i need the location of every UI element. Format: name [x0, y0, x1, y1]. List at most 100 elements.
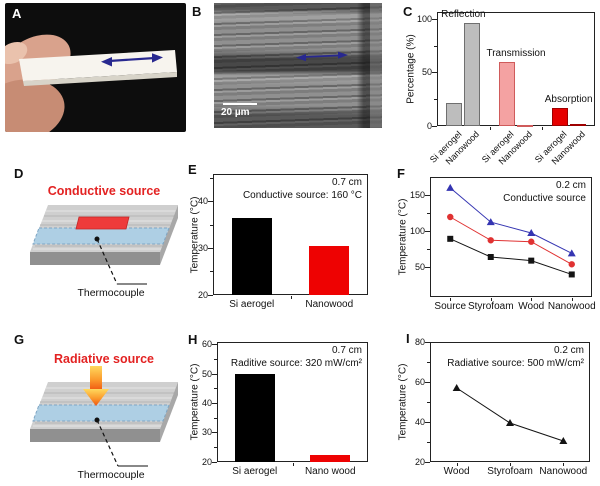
y-tick-label: 20 — [201, 456, 212, 467]
y-minor-tick — [434, 45, 437, 47]
y-tick-label: 30 — [201, 427, 212, 438]
square-marker — [447, 235, 454, 242]
y-tick — [208, 294, 213, 296]
x-category-label: Nanowood — [305, 299, 354, 310]
panel-b-label: B — [192, 4, 202, 19]
y-tick-label: 150 — [409, 189, 425, 200]
bar-group-label: Absorption — [544, 93, 593, 105]
circle-marker — [568, 261, 575, 268]
thermocouple-callout: Thermocouple — [77, 469, 145, 481]
thermocouple-callout: Thermocouple — [77, 287, 145, 299]
callout-dashed-line — [96, 419, 119, 467]
radiation-arrow-icon — [83, 366, 109, 406]
series-line — [456, 387, 564, 442]
y-axis-label: Temperature (°C) — [189, 196, 201, 273]
x-tick — [531, 298, 533, 301]
triangle-marker — [527, 229, 536, 236]
bar — [569, 123, 586, 126]
panel-i-chart: 20 40 60 80 Temperature (°C) Wood Styrofoam Nan… — [390, 330, 600, 486]
y-tick — [208, 201, 213, 203]
triangle-marker — [506, 419, 514, 426]
y-tick-label: 60 — [201, 339, 212, 350]
y-tick — [425, 231, 430, 233]
x-category-label: Wood — [443, 466, 470, 477]
y-tick-label: 50 — [421, 67, 432, 78]
bar — [499, 62, 515, 126]
bar-group-label: Transmission — [486, 48, 546, 60]
y-axis-label: Percentage (%) — [405, 34, 417, 104]
bar — [517, 124, 533, 127]
y-tick-label: 100 — [409, 226, 425, 237]
y-tick — [432, 72, 437, 74]
panel-g-schematic: G Radiative source — [0, 330, 182, 486]
panel-a-photo: A — [5, 3, 186, 132]
line-series-layer — [452, 384, 568, 444]
y-minor-tick — [427, 212, 430, 214]
x-category-label: Nano wood — [304, 466, 356, 477]
annotation-line: 0.7 cm — [331, 177, 362, 188]
y-tick — [212, 461, 217, 463]
y-tick — [425, 461, 430, 463]
bar — [310, 454, 351, 462]
panel-f-label: F — [397, 166, 405, 181]
bar — [231, 218, 272, 295]
bar-group-label: Reflection — [441, 8, 486, 20]
y-tick-label: 20 — [414, 456, 425, 467]
y-tick — [425, 194, 430, 196]
annotation-line: Conductive source: 160 °C — [242, 189, 362, 201]
y-tick — [425, 267, 430, 269]
y-minor-tick — [214, 388, 217, 390]
triangle-marker — [446, 183, 455, 191]
annotation-line: 0.7 cm — [331, 345, 362, 356]
x-tick — [450, 298, 452, 301]
panel-g-label: G — [14, 332, 25, 347]
triangle-marker — [559, 437, 568, 444]
radiative-source-title: Radiative source — [53, 352, 155, 366]
y-tick — [212, 402, 217, 404]
aerogel-strip-edge — [23, 72, 177, 86]
panel-e-label: E — [188, 162, 197, 177]
panel-c-label: C — [403, 4, 413, 19]
y-tick-label: 30 — [197, 242, 208, 253]
conductive-source-title: Conductive source — [47, 184, 161, 198]
annotation-line: 0.2 cm — [555, 180, 586, 191]
plot-frame — [430, 342, 590, 462]
panel-b-sem-image: 20 µm — [214, 3, 382, 128]
aerogel-strip — [19, 50, 177, 81]
x-category-label: Styrofoam — [467, 301, 514, 312]
y-minor-tick — [214, 359, 217, 361]
panel-i-label: I — [406, 331, 410, 346]
conductive-schematic-graphic — [30, 205, 178, 285]
chart-annotations: 0.2 cm Conductive source — [432, 180, 586, 205]
measurement-band — [32, 404, 170, 422]
circle-marker — [487, 237, 494, 244]
sem-overlay-graphic — [296, 51, 348, 62]
x-category-label: Source — [434, 301, 467, 312]
y-minor-tick — [210, 224, 213, 226]
panel-h-label: H — [188, 332, 198, 347]
x-category-label: Styrofoam — [487, 466, 533, 477]
y-tick — [432, 18, 437, 20]
scale-bar-text: 20 µm — [221, 107, 250, 118]
series-line — [450, 216, 572, 265]
x-tick — [292, 463, 294, 466]
measurement-band — [32, 227, 170, 245]
sample-photo-graphic — [5, 34, 177, 132]
chart-annotations: 0.2 cm Radiative source: 500 mW/cm² — [432, 345, 584, 370]
y-tick — [425, 381, 430, 383]
y-tick — [212, 344, 217, 346]
y-minor-tick — [427, 249, 430, 251]
circle-marker — [447, 213, 454, 221]
plot-frame — [430, 177, 592, 297]
panel-d-schematic: D Conductive source Thermocouple — [0, 160, 182, 330]
panel-a-label: A — [12, 6, 22, 21]
y-minor-tick — [214, 446, 217, 448]
x-tick — [489, 127, 491, 130]
x-tick — [456, 463, 458, 466]
triangle-marker — [567, 249, 576, 257]
y-minor-tick — [434, 98, 437, 100]
x-category-label: Si aerogel — [229, 299, 275, 310]
bar — [234, 374, 275, 462]
x-tick — [563, 463, 565, 466]
y-minor-tick — [214, 417, 217, 419]
